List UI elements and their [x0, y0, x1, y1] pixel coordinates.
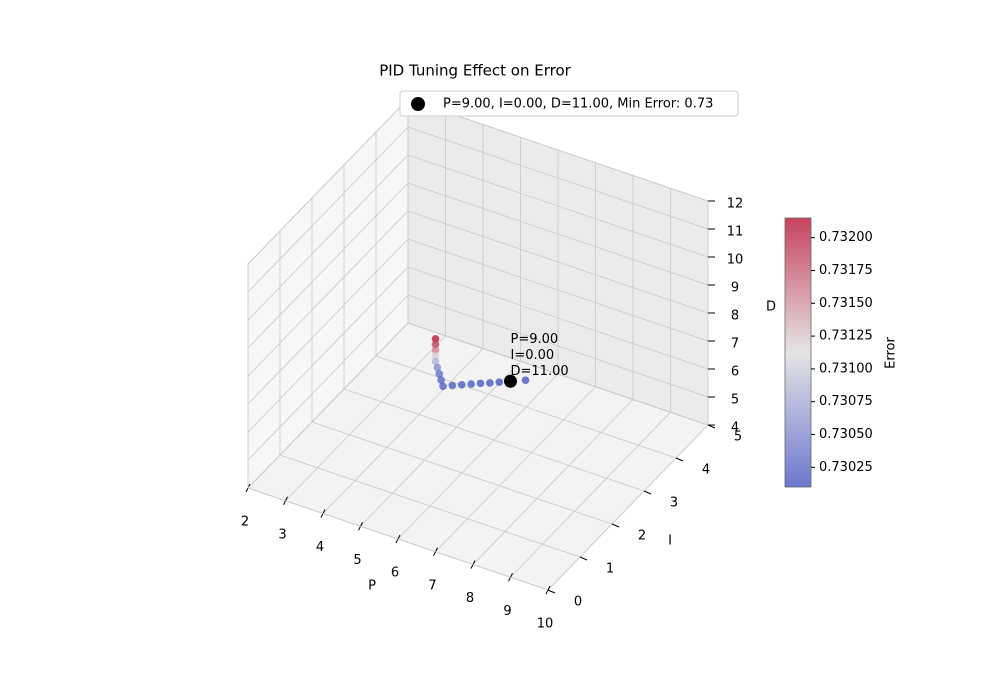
- data-point: [448, 381, 457, 390]
- grid-line: [407, 322, 709, 426]
- grid-line: [247, 154, 409, 321]
- annotation: I=0.00: [511, 348, 555, 363]
- tick-mark: [643, 490, 652, 495]
- colorbar-label: Error: [884, 337, 899, 369]
- data-point: [521, 376, 530, 384]
- grid-line: [407, 266, 709, 370]
- colorbar-tick-label: 0.73125: [819, 329, 873, 344]
- z-tick-label: 9: [731, 281, 739, 296]
- colorbar-tick-label: 0.73075: [819, 394, 873, 409]
- z-tick-label: 5: [731, 393, 739, 408]
- x-tick-label: 5: [353, 553, 361, 568]
- colorbar-tick-label: 0.73200: [819, 230, 873, 245]
- y-axis-label: I: [668, 534, 672, 549]
- colorbar-tick-label: 0.73175: [819, 263, 873, 278]
- grid-line: [247, 487, 549, 591]
- grid-line: [247, 98, 409, 265]
- y-tick-label: 2: [638, 529, 646, 544]
- annotation: P=9.00: [511, 332, 559, 347]
- grid-line: [247, 126, 409, 293]
- x-tick-label: 6: [391, 566, 399, 581]
- grid-line: [360, 360, 521, 527]
- data-point: [433, 363, 442, 372]
- y-tick-label: 0: [574, 595, 582, 610]
- z-tick-label: 11: [727, 225, 744, 240]
- y-tick-label: 3: [670, 496, 678, 511]
- data-point: [431, 346, 440, 354]
- min-point: [504, 374, 517, 388]
- z-tick-label: 4: [731, 421, 739, 436]
- tick-mark: [547, 589, 556, 594]
- x-tick-label: 7: [428, 578, 436, 593]
- x-tick-label: 9: [503, 604, 511, 619]
- x-tick-label: 3: [278, 527, 286, 542]
- x-tick-label: 2: [241, 515, 249, 530]
- chart-title: PID Tuning Effect on Error: [379, 62, 571, 80]
- grid-line: [435, 386, 596, 553]
- grid-line: [247, 266, 409, 433]
- grid-line: [375, 355, 677, 459]
- data-point: [431, 357, 440, 366]
- z-tick-label: 10: [727, 253, 744, 268]
- z-tick-label: 7: [731, 337, 739, 352]
- colorbar-tick-label: 0.73150: [819, 296, 873, 311]
- x-tick-label: 10: [537, 617, 554, 632]
- z-axis-label: D: [766, 300, 776, 315]
- tick-mark: [579, 556, 588, 561]
- grid-line: [510, 411, 671, 578]
- data-point: [486, 379, 494, 387]
- colorbar-tick-label: 0.73100: [819, 361, 873, 376]
- grid-line: [547, 424, 709, 591]
- colorbar-tick-label: 0.73025: [819, 460, 873, 475]
- grid-line: [247, 322, 409, 489]
- grid-line: [472, 399, 634, 565]
- grid-line: [285, 335, 446, 502]
- z-tick-label: 12: [727, 197, 744, 212]
- legend: P=9.00, I=0.00, D=11.00, Min Error: 0.73: [399, 90, 739, 117]
- z-tick-label: 8: [731, 309, 739, 324]
- annotation: D=11.00: [511, 364, 569, 379]
- grid-line: [279, 454, 581, 558]
- x-tick-label: 8: [466, 591, 474, 606]
- data-point: [467, 380, 475, 388]
- grid-line: [407, 210, 709, 314]
- grid-line: [311, 421, 613, 525]
- grid-line: [247, 210, 409, 377]
- grid-line: [407, 154, 709, 258]
- data-point: [495, 378, 504, 386]
- data-point: [431, 340, 440, 349]
- legend-box: [399, 90, 739, 117]
- tick-mark: [675, 457, 684, 462]
- data-point: [439, 382, 447, 391]
- grid-line: [343, 388, 645, 492]
- y-tick-label: 4: [702, 463, 710, 478]
- grid-line: [407, 182, 709, 286]
- grid-line: [397, 373, 559, 540]
- x-axis-label: P: [368, 579, 376, 594]
- data-point: [431, 351, 440, 360]
- data-point: [435, 370, 444, 378]
- grid-line: [247, 182, 409, 349]
- grid-line: [247, 294, 409, 461]
- legend-label: P=9.00, I=0.00, D=11.00, Min Error: 0.73: [443, 97, 713, 112]
- grid-line: [407, 238, 709, 342]
- data-point: [431, 335, 440, 343]
- tick-mark: [611, 523, 620, 528]
- y-tick-label: 1: [606, 562, 614, 577]
- data-point: [457, 381, 466, 389]
- colorbar-tick-label: 0.73050: [819, 427, 873, 442]
- x-tick-label: 4: [316, 540, 324, 555]
- colorbar: [784, 217, 812, 488]
- data-point: [437, 376, 445, 384]
- y-tick-label: 5: [734, 430, 742, 445]
- z-tick-label: 6: [731, 365, 739, 380]
- legend-marker: [411, 97, 425, 111]
- grid-line: [407, 294, 709, 398]
- data-point: [476, 379, 485, 388]
- grid-line: [407, 126, 709, 230]
- grid-line: [247, 238, 409, 405]
- grid-line: [322, 348, 484, 514]
